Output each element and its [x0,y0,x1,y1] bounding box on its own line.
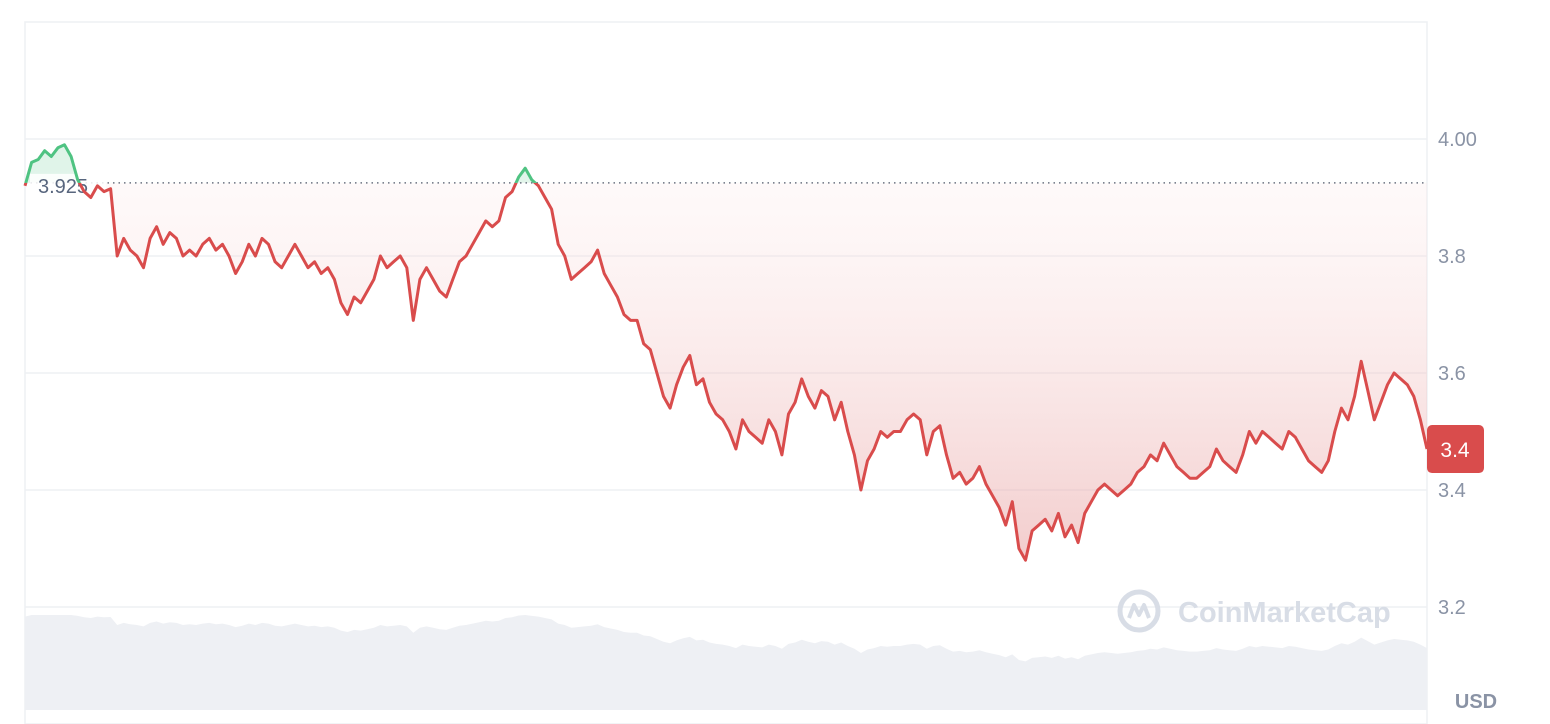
baseline-label: 3.925 [38,176,88,198]
currency-unit-label: USD [1455,691,1497,713]
current-price-label: 3.4 [1440,439,1470,462]
y-tick-label: 3.6 [1438,363,1466,385]
current-price-badge: 3.4 [1427,425,1484,474]
watermark-text: CoinMarketCap [1178,597,1391,629]
y-tick-label: 3.2 [1438,597,1466,619]
y-tick-label: 3.4 [1438,480,1466,502]
y-tick-label: 3.8 [1438,246,1466,268]
down-area-fill [25,182,1427,561]
volume-area [25,615,1427,710]
coinmarketcap-logo-icon [1117,589,1161,633]
watermark: CoinMarketCap [1117,589,1391,633]
y-tick-label: 4.00 [1438,129,1477,151]
price-line-down [23,182,1429,562]
y-axis: 4.00 3.8 3.6 3.4 3.2 [1438,129,1477,619]
